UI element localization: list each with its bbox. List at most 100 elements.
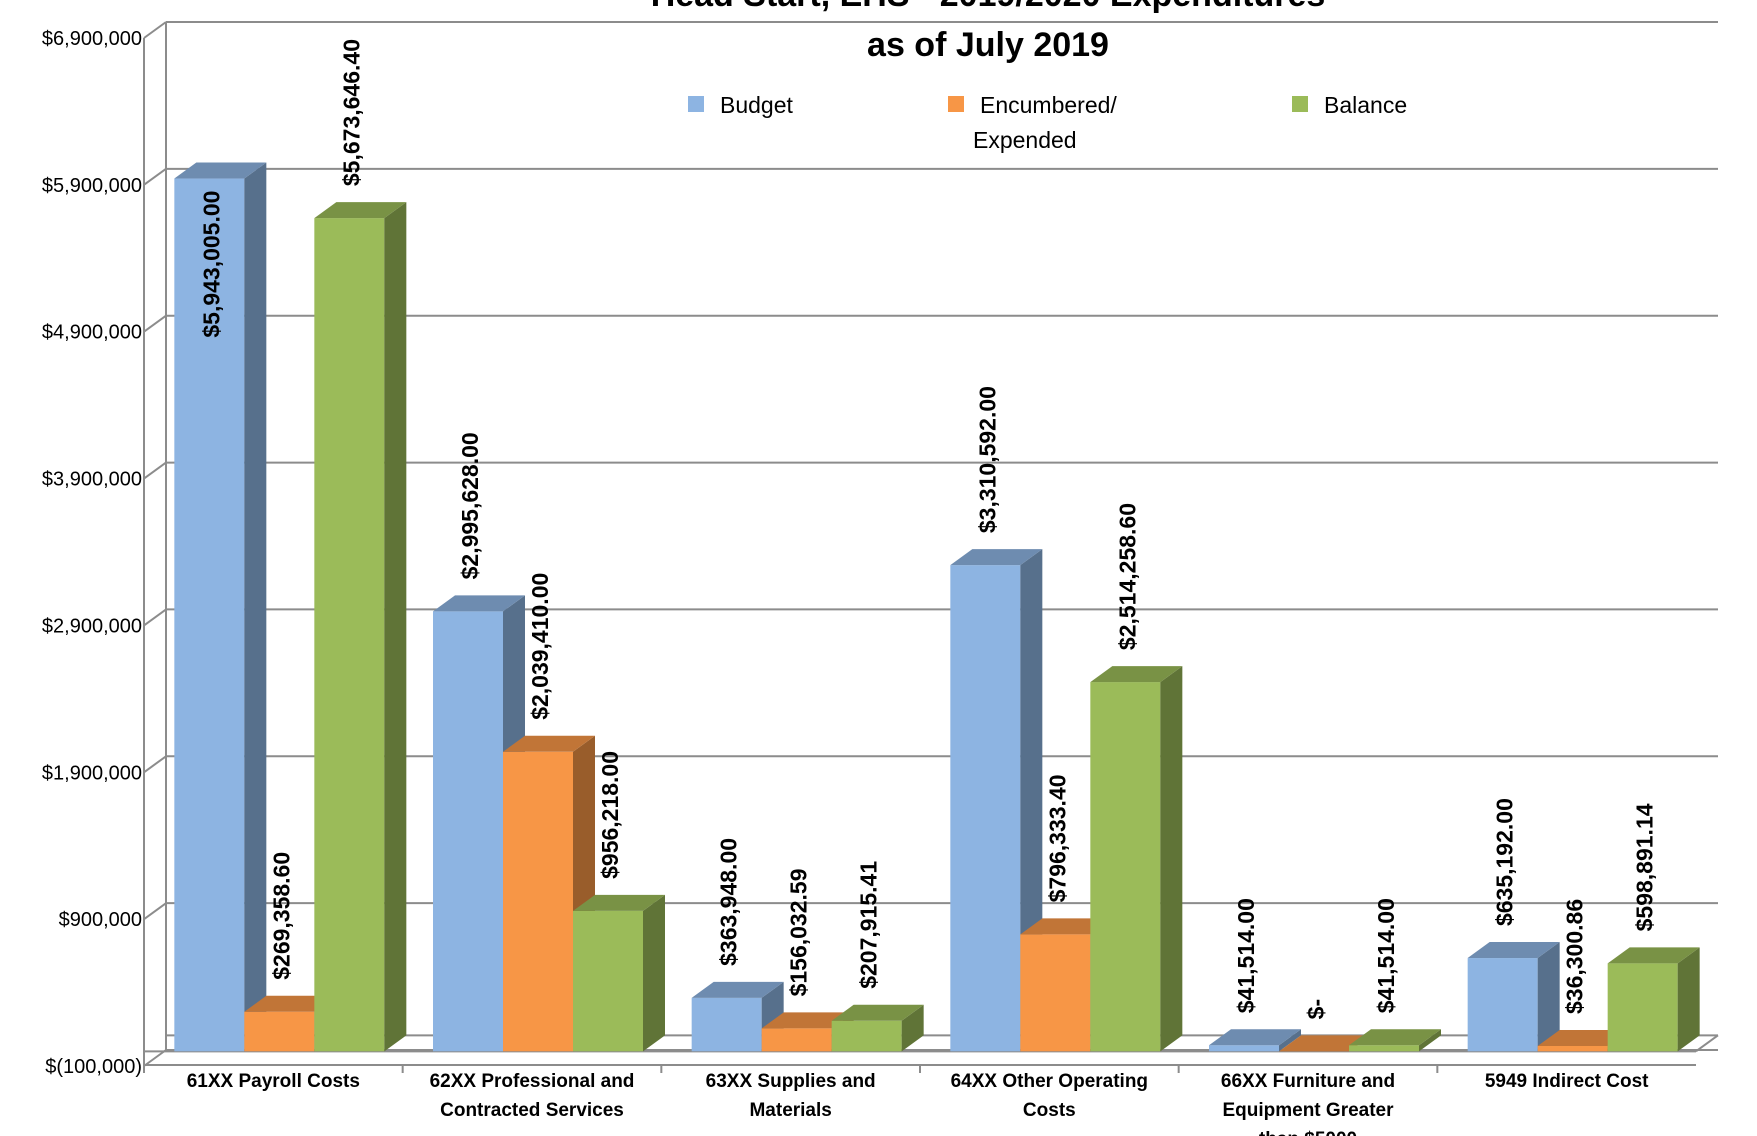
data-label: $5,673,646.40	[338, 39, 364, 186]
chart-title-line: as of July 2019	[867, 26, 1109, 64]
bar-2-0-front	[314, 218, 385, 1052]
gridline-side	[143, 1049, 167, 1067]
bar-2-5-front	[1607, 963, 1678, 1052]
legend-label: Encumbered/	[980, 92, 1117, 118]
x-tick-label: than $5000	[1259, 1129, 1357, 1136]
gridline-side	[143, 314, 167, 333]
bar-1-3-front	[1020, 934, 1091, 1052]
bar-0-3-top	[950, 549, 1043, 566]
bar-0-0-front	[174, 178, 245, 1052]
x-tick-label: Equipment Greater	[1222, 1100, 1394, 1121]
bar-1-4-top	[1279, 1035, 1371, 1052]
data-label: $2,514,258.60	[1114, 503, 1140, 650]
legend-label: Budget	[720, 92, 794, 118]
bar-0-1-front	[433, 611, 503, 1052]
y-tick-label: $900,000	[59, 909, 142, 931]
data-labels-layer: $5,943,005.00 $269,358.60 $5,673,646.40 $2,…	[198, 39, 1657, 1019]
bar-2-4-side	[1419, 1029, 1441, 1052]
bar-2-1-side	[643, 894, 665, 1052]
bar-0-1-top	[433, 595, 525, 612]
gridline-side	[143, 755, 167, 774]
bar-1-0-top	[244, 995, 337, 1012]
bar-0-4-front	[1209, 1045, 1279, 1052]
axis-layer: $(100,000) $900,000 $1,900,000 $2,900,000 $3…	[42, 22, 1719, 1136]
x-tick-label: Contracted Services	[440, 1100, 624, 1121]
data-label: $3,310,592.00	[974, 386, 1000, 533]
legend-swatch	[948, 96, 964, 112]
bar-0-0-top	[174, 162, 267, 179]
bar-1-0-front	[244, 1011, 315, 1052]
bar-0-5-front	[1467, 958, 1538, 1052]
bar-1-5-front	[1537, 1045, 1608, 1052]
legend-label: Balance	[1324, 92, 1407, 118]
data-label: $363,948.00	[716, 838, 742, 966]
bar-1-2-front	[761, 1028, 832, 1052]
data-label: $2,039,410.00	[527, 573, 553, 720]
legend-swatch	[688, 96, 704, 112]
data-label: $41,514.00	[1373, 898, 1399, 1013]
gridline-side	[143, 21, 167, 39]
bar-2-2-top	[831, 1004, 924, 1021]
bar-0-4-top	[1209, 1029, 1301, 1046]
legend-label: Expended	[973, 127, 1077, 153]
x-tick-label: 66XX Furniture and	[1221, 1071, 1395, 1092]
floor-right-edge	[1695, 1034, 1719, 1053]
x-tick-label: Materials	[749, 1100, 831, 1121]
chart-title: Head Start, EHS - 2019/2020 Expenditures…	[651, 0, 1326, 64]
x-tick-label: Costs	[1023, 1100, 1076, 1121]
bar-0-5-top	[1467, 942, 1560, 959]
bar-2-3-top	[1090, 666, 1183, 683]
data-label: $36,300.86	[1562, 899, 1588, 1014]
bar-2-4-top	[1349, 1029, 1441, 1046]
bar-1-1-front	[503, 751, 573, 1052]
x-tick-label: 63XX Supplies and	[706, 1071, 876, 1092]
bar-2-0-top	[314, 202, 407, 219]
bar-2-2-front	[831, 1020, 902, 1052]
y-tick-label: $6,900,000	[42, 28, 142, 50]
data-label: $41,514.00	[1233, 898, 1259, 1013]
bar-2-3-front	[1090, 682, 1161, 1052]
y-tick-label: $4,900,000	[42, 322, 142, 344]
gridline-side	[143, 608, 167, 627]
x-tick-label: 61XX Payroll Costs	[187, 1071, 360, 1092]
data-label: $796,333.40	[1044, 774, 1070, 902]
bar-0-5-side	[1537, 942, 1560, 1052]
chart-title-line: Head Start, EHS - 2019/2020 Expenditures	[651, 0, 1326, 14]
bar-2-5-side	[1677, 947, 1700, 1052]
bar-1-3-top	[1020, 918, 1113, 935]
data-label: $156,032.59	[786, 868, 812, 996]
data-label: $2,995,628.00	[457, 432, 483, 579]
data-label: $598,891.14	[1632, 803, 1658, 931]
bar-2-0-side	[384, 202, 407, 1052]
bars-layer	[174, 162, 1700, 1052]
legend-swatch	[1292, 96, 1308, 112]
bar-2-5-top	[1607, 947, 1700, 964]
bar-2-4-front	[1349, 1045, 1419, 1052]
data-label: $956,218.00	[597, 751, 623, 879]
chart-legend: Budget Encumbered/Expended Balance	[688, 92, 1407, 153]
bar-2-1-front	[573, 910, 643, 1052]
bar-0-2-top	[691, 981, 784, 998]
y-tick-label: $(100,000)	[45, 1056, 142, 1078]
data-label: $-	[1303, 999, 1329, 1019]
gridline-side	[143, 168, 167, 186]
gridline-side	[143, 461, 167, 480]
x-tick-label: 5949 Indirect Cost	[1485, 1071, 1649, 1092]
bar-0-4-side	[1279, 1029, 1301, 1052]
x-tick-label: 64XX Other Operating	[951, 1071, 1148, 1092]
y-tick-label: $5,900,000	[42, 175, 142, 197]
gridline-side	[143, 902, 167, 920]
y-tick-label: $1,900,000	[42, 762, 142, 784]
bar-0-2-front	[691, 997, 762, 1052]
x-tick-label: 62XX Professional and	[430, 1071, 635, 1092]
bar-2-3-side	[1160, 666, 1183, 1052]
bar-1-5-top	[1537, 1029, 1630, 1046]
data-label: $635,192.00	[1492, 798, 1518, 926]
bar-0-0-side	[244, 162, 267, 1052]
bar-2-2-side	[901, 1004, 924, 1052]
y-tick-label: $3,900,000	[42, 469, 142, 491]
bar-0-3-front	[950, 565, 1021, 1052]
data-label: $5,943,005.00	[198, 191, 224, 338]
y-tick-label: $2,900,000	[42, 615, 142, 637]
